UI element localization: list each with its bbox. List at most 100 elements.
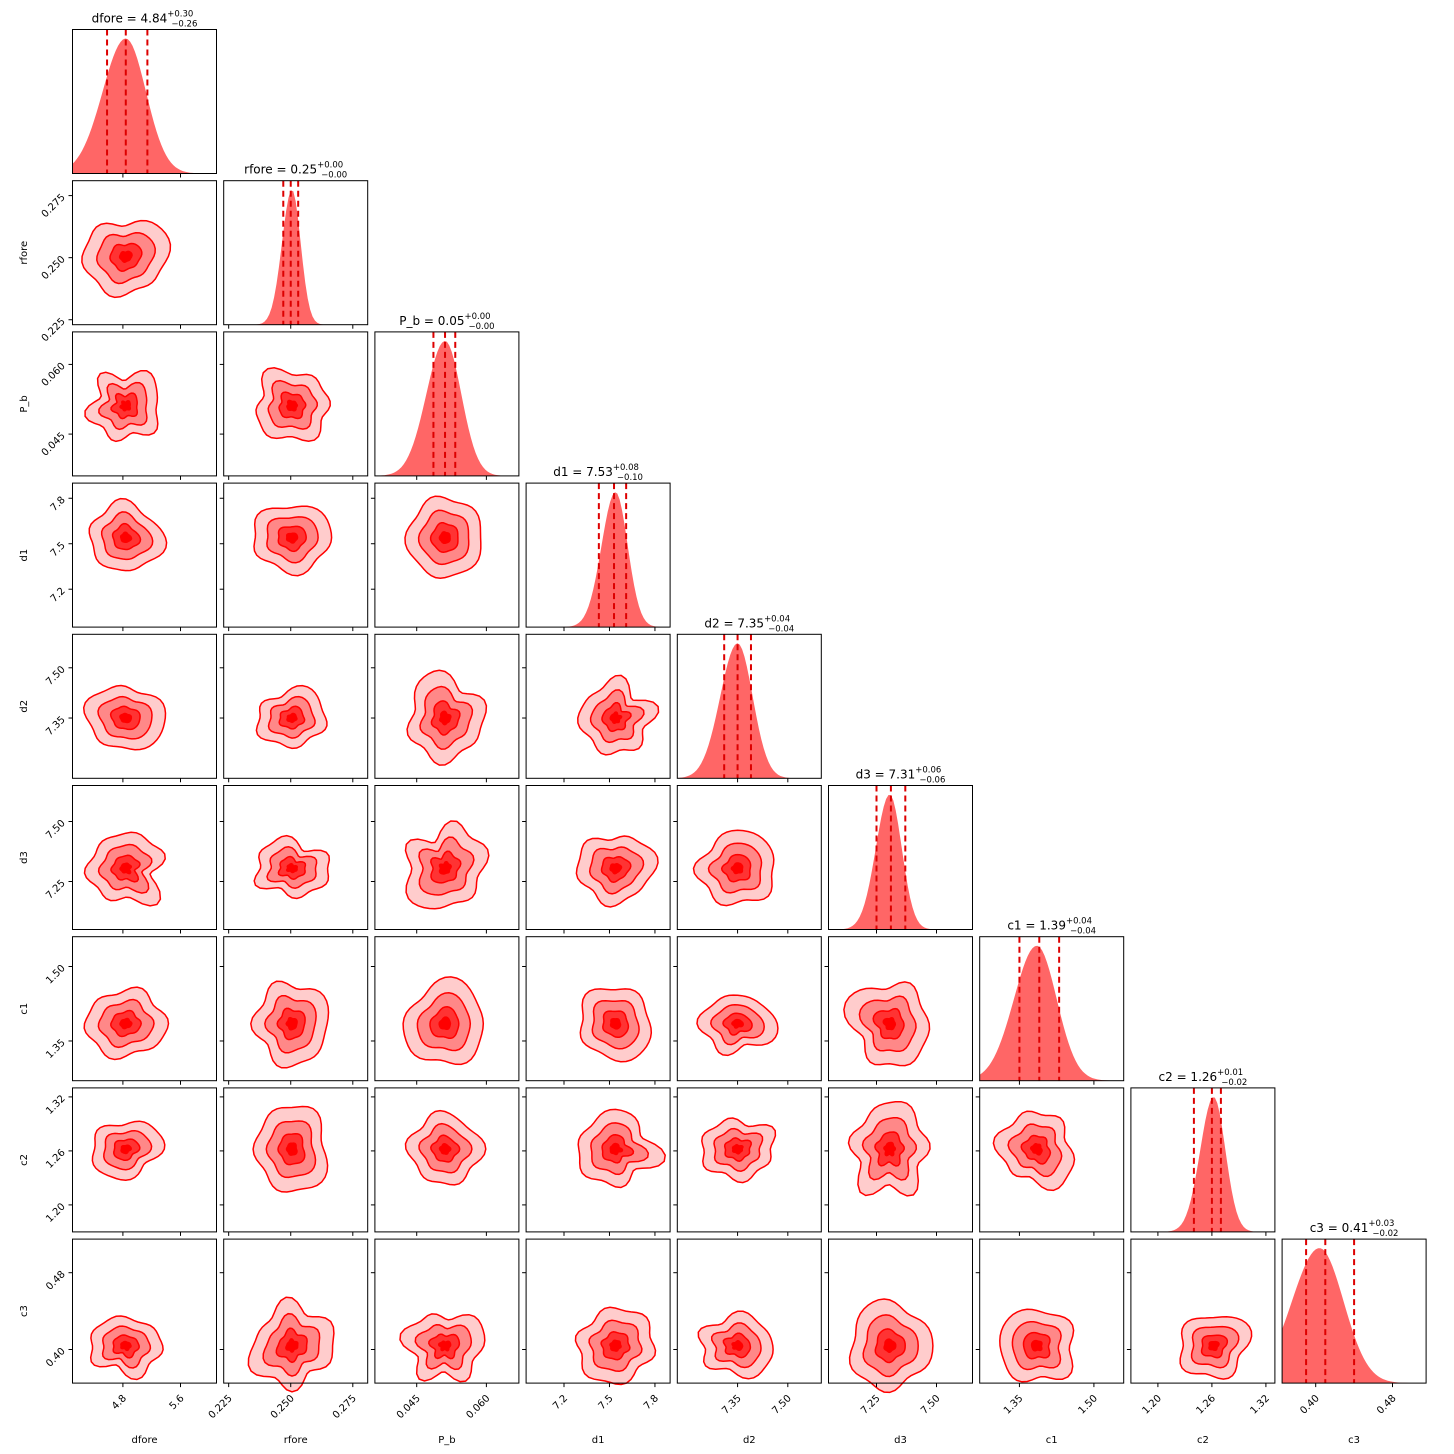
panel-frame [525,482,671,628]
panel-frame [72,180,217,326]
panel-d2-vs-dfore: 7.35 7.50 [44,633,217,783]
panel-frame [374,785,520,930]
title-c1: c1 = 1.39+0.04 −0.04 [1007,917,1096,937]
contour-core-d3-P_b [438,860,452,875]
panel-d2-vs-P_b [370,633,520,783]
title-minus: −0.10 [617,473,643,483]
panel-frame [676,633,822,779]
y-tick-label-rfore: 0.225 [40,316,68,344]
y-tick-label-P_b: 0.045 [40,431,68,459]
title-label: rfore = 0.25 [244,163,317,177]
panel-d1-vs-d1: d1 = 7.53+0.08 −0.10 [525,463,671,632]
title-label: d1 = 7.53 [553,465,613,479]
panel-frame [223,633,369,779]
title-plus: +0.00 [464,312,490,322]
contour-core-c3-c1 [1030,1339,1043,1352]
panel-frame [525,1087,671,1233]
contour-core-rfore-dfore [118,250,133,263]
panel-c2-vs-dfore: 1.20 1.26 1.32 [44,1087,217,1236]
panel-frame [223,180,369,326]
contour-core-c3-P_b [437,1340,452,1352]
x-tick-label-c3: 0.40 [1298,1393,1322,1417]
panel-d2-vs-d2: d2 = 7.35+0.04 −0.04 [676,614,822,783]
panel-frame [979,1238,1125,1384]
x-tick-label-dfore: 5.6 [168,1393,187,1412]
panel-frame [1281,1238,1427,1384]
x-tick-label-d2: 7.50 [770,1393,794,1417]
x-tick-label-d3: 7.50 [919,1393,943,1417]
y-axis-label-d3: d3 [19,851,30,864]
histogram-d3 [828,795,973,930]
contour-core-c1-rfore [285,1016,298,1031]
x-tick-label-d1: 7.8 [642,1393,661,1412]
panel-c3-vs-dfore: 4.8 5.6 0.40 0.48 [44,1238,217,1412]
contour-core-c3-dfore [120,1340,132,1352]
y-tick-label-d1: 7.2 [49,586,68,605]
contour-core-c3-d3 [883,1338,897,1353]
contour-core-c2-dfore [120,1144,132,1155]
panel-d1-vs-rfore [219,482,369,632]
panel-c3-vs-c1: 1.35 1.50 [975,1238,1125,1417]
title-label: d3 = 7.31 [856,768,916,782]
panel-rfore-vs-dfore: 0.225 0.250 0.275 [40,180,217,344]
panel-frame [72,785,217,930]
panel-frame [525,633,671,779]
panel-c1-vs-d2 [673,936,822,1085]
panel-c3-vs-d2: 7.35 7.50 [673,1238,822,1417]
x-tick-label-c1: 1.50 [1077,1393,1101,1417]
contour-core-d1-dfore [119,531,133,544]
title-label: c2 = 1.26 [1159,1070,1218,1084]
panel-frame [979,1087,1125,1233]
title-rfore: rfore = 0.25+0.00 −0.00 [244,161,347,181]
contour-core-c1-d2 [731,1018,744,1029]
panel-d3-vs-d2 [673,785,822,934]
title-plus: +0.00 [317,161,343,171]
title-label: d2 = 7.35 [704,616,764,630]
title-minus: −0.02 [1372,1229,1398,1239]
y-tick-label-d2: 7.50 [44,664,68,688]
title-c3: c3 = 0.41+0.03 −0.02 [1310,1219,1399,1239]
x-axis-label-c3: c3 [1348,1435,1360,1446]
y-axis-label-c2: c2 [19,1154,30,1166]
contour-core-d3-d2 [730,862,744,875]
contour-core-P_b-rfore [286,399,299,412]
panel-frame [223,785,369,930]
panel-c1-vs-d3 [824,936,973,1085]
x-tick-label-dfore: 4.8 [110,1393,129,1412]
panel-frame [72,482,217,628]
panel-frame [828,936,973,1082]
contour-core-c3-rfore [285,1338,299,1353]
x-tick-label-d1: 7.5 [597,1393,616,1412]
panel-frame [828,1238,973,1384]
x-axis-label-rfore: rfore [284,1435,308,1446]
panel-frame [223,331,369,477]
panel-frame [525,1238,671,1384]
y-tick-label-rfore: 0.275 [40,192,68,220]
panel-d3-vs-d3: d3 = 7.31+0.06 −0.06 [828,766,973,934]
contour-core-d2-dfore [119,712,133,724]
panel-frame [374,482,520,628]
panel-frame [374,936,520,1082]
panel-d1-vs-dfore: 7.2 7.5 7.8 [49,482,217,632]
x-tick-label-c2: 1.32 [1248,1393,1272,1417]
panel-dfore-vs-dfore: dfore = 4.84+0.30 −0.26 [72,10,217,178]
panel-frame [223,482,369,628]
histogram-d1 [526,492,671,628]
panel-frame [223,936,369,1082]
x-axis-label-d3: d3 [894,1435,907,1446]
contour-core-d3-dfore [119,862,133,875]
panel-d3-vs-dfore: 7.25 7.50 [44,785,217,934]
title-label: c3 = 0.41 [1310,1221,1369,1235]
title-label: dfore = 4.84 [92,12,168,26]
y-tick-label-d1: 7.8 [49,495,68,514]
contour-core-c1-dfore [119,1017,133,1030]
histogram-c2 [1130,1097,1275,1232]
panel-c2-vs-rfore [219,1087,369,1236]
histogram-dfore [72,38,217,174]
x-tick-label-d2: 7.35 [720,1393,744,1417]
x-axis-label-P_b: P_b [438,1435,455,1446]
panel-frame [374,331,520,477]
x-tick-label-P_b: 0.060 [464,1393,492,1421]
panel-frame [72,633,217,779]
